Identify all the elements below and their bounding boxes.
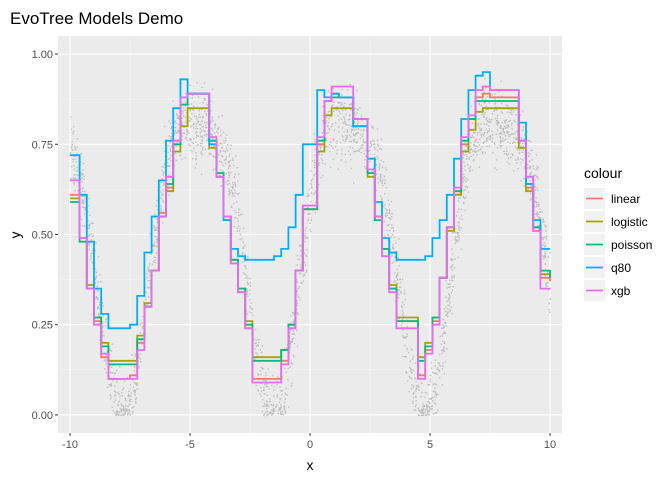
legend-label-q80: q80 [611,261,631,275]
y-tick-label: 0.25 [32,320,53,332]
legend: colour linear logistic poisson q80 xgb [584,165,652,301]
legend-title: colour [584,165,622,181]
major-gridlines [58,36,562,433]
y-tick-label: 0.75 [32,139,53,151]
series-line-q80 [70,71,550,330]
x-axis-ticks: -10 -5 0 5 10 [62,433,556,451]
y-axis-ticks: 0.00 0.25 0.50 0.75 1.00 [32,49,58,422]
x-tick-label: 0 [307,439,313,451]
series-lines [70,71,551,384]
x-tick-label: -10 [62,439,78,451]
y-axis-title: y [7,232,23,239]
y-tick-label: 0.00 [32,410,53,422]
x-tick-label: 5 [427,439,433,451]
x-axis-title: x [307,457,314,473]
x-tick-label: 10 [544,439,556,451]
legend-label-poisson: poisson [611,238,652,252]
legend-label-xgb: xgb [611,284,631,298]
series-line-xgb [70,85,550,384]
y-tick-label: 0.50 [32,230,53,242]
x-tick-label: -5 [185,439,195,451]
legend-label-logistic: logistic [611,215,648,229]
legend-label-linear: linear [611,192,640,206]
chart-title: EvoTree Models Demo [10,9,183,28]
y-tick-label: 1.00 [32,49,53,61]
